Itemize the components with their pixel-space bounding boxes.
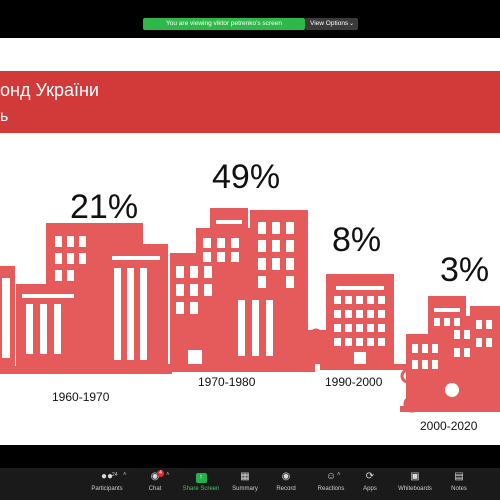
top-bar: You are viewing viktor petrenko's screen… <box>0 0 500 38</box>
chat-icon: ◉ <box>150 471 160 482</box>
city-illustration <box>0 208 500 413</box>
reactions-label: Reactions <box>317 486 345 492</box>
chevron-up-icon: ˄ <box>123 472 127 478</box>
percent-2000-2020: 3% <box>440 251 490 289</box>
summary-label: Summary <box>232 486 258 492</box>
whiteboards-button[interactable]: ▣ Whiteboards <box>392 468 438 500</box>
reactions-button[interactable]: ☺ ˄ Reactions <box>312 468 350 500</box>
percent-1970-1980: 49% <box>212 158 281 196</box>
period-1970-1980: 1970-1980 <box>198 375 256 389</box>
trees-and-details <box>306 328 421 413</box>
percent-1960-1970: 21% <box>70 188 139 226</box>
buildings-1970-1980 <box>165 208 326 372</box>
chevron-down-icon: ⌄ <box>348 21 354 27</box>
chat-button[interactable]: ◉ 4 ˄ Chat <box>140 468 170 500</box>
building-windows <box>2 220 492 397</box>
share-screen-label: Share Screen <box>182 486 220 492</box>
period-2000-2020: 2000-2020 <box>420 419 478 433</box>
summary-button[interactable]: ▦ Summary <box>228 468 262 500</box>
apps-button[interactable]: ⟳ Apps <box>358 468 382 500</box>
record-label: Record <box>276 486 296 492</box>
view-options-button[interactable]: View Options ⌄ <box>305 18 358 30</box>
slide-title: онд України <box>0 80 99 100</box>
apps-icon: ⟳ <box>365 471 375 482</box>
meeting-toolbar: ●● 24 ˄ Participants ◉ 4 ˄ Chat ↑ Share … <box>0 468 500 500</box>
participants-label: Participants <box>91 486 123 492</box>
notes-button[interactable]: ▤ Notes <box>446 468 472 500</box>
whiteboards-icon: ▣ <box>410 471 420 482</box>
share-screen-icon: ↑ <box>176 468 226 486</box>
record-button[interactable]: ◉ Record <box>270 468 302 500</box>
period-1990-2000: 1990-2000 <box>325 375 383 389</box>
participants-button[interactable]: ●● 24 ˄ Participants <box>82 468 132 500</box>
notes-label: Notes <box>451 486 467 492</box>
whiteboards-label: Whiteboards <box>398 486 432 492</box>
reactions-icon: ☺ <box>325 471 337 482</box>
participants-count: 24 <box>112 472 118 478</box>
share-screen-button[interactable]: ↑ Share Screen <box>176 468 226 500</box>
chat-badge: 4 <box>157 470 164 477</box>
notes-icon: ▤ <box>454 471 464 482</box>
participants-icon: ●● <box>100 471 114 482</box>
chevron-up-icon: ˄ <box>337 472 341 478</box>
slide-subtitle: ь <box>0 108 9 125</box>
viewing-screen-banner: You are viewing viktor petrenko's screen <box>143 18 305 30</box>
period-1960-1970: 1960-1970 <box>52 390 110 404</box>
chevron-up-icon: ˄ <box>166 472 170 478</box>
chat-label: Chat <box>148 486 162 492</box>
apps-label: Apps <box>363 486 377 492</box>
shared-slide: онд України ь <box>0 38 500 445</box>
slide-header-bar <box>0 71 500 133</box>
view-options-label: View Options <box>310 20 349 27</box>
record-icon: ◉ <box>281 471 291 482</box>
percent-1990-2000: 8% <box>332 221 382 259</box>
summary-icon: ▦ <box>240 471 250 482</box>
